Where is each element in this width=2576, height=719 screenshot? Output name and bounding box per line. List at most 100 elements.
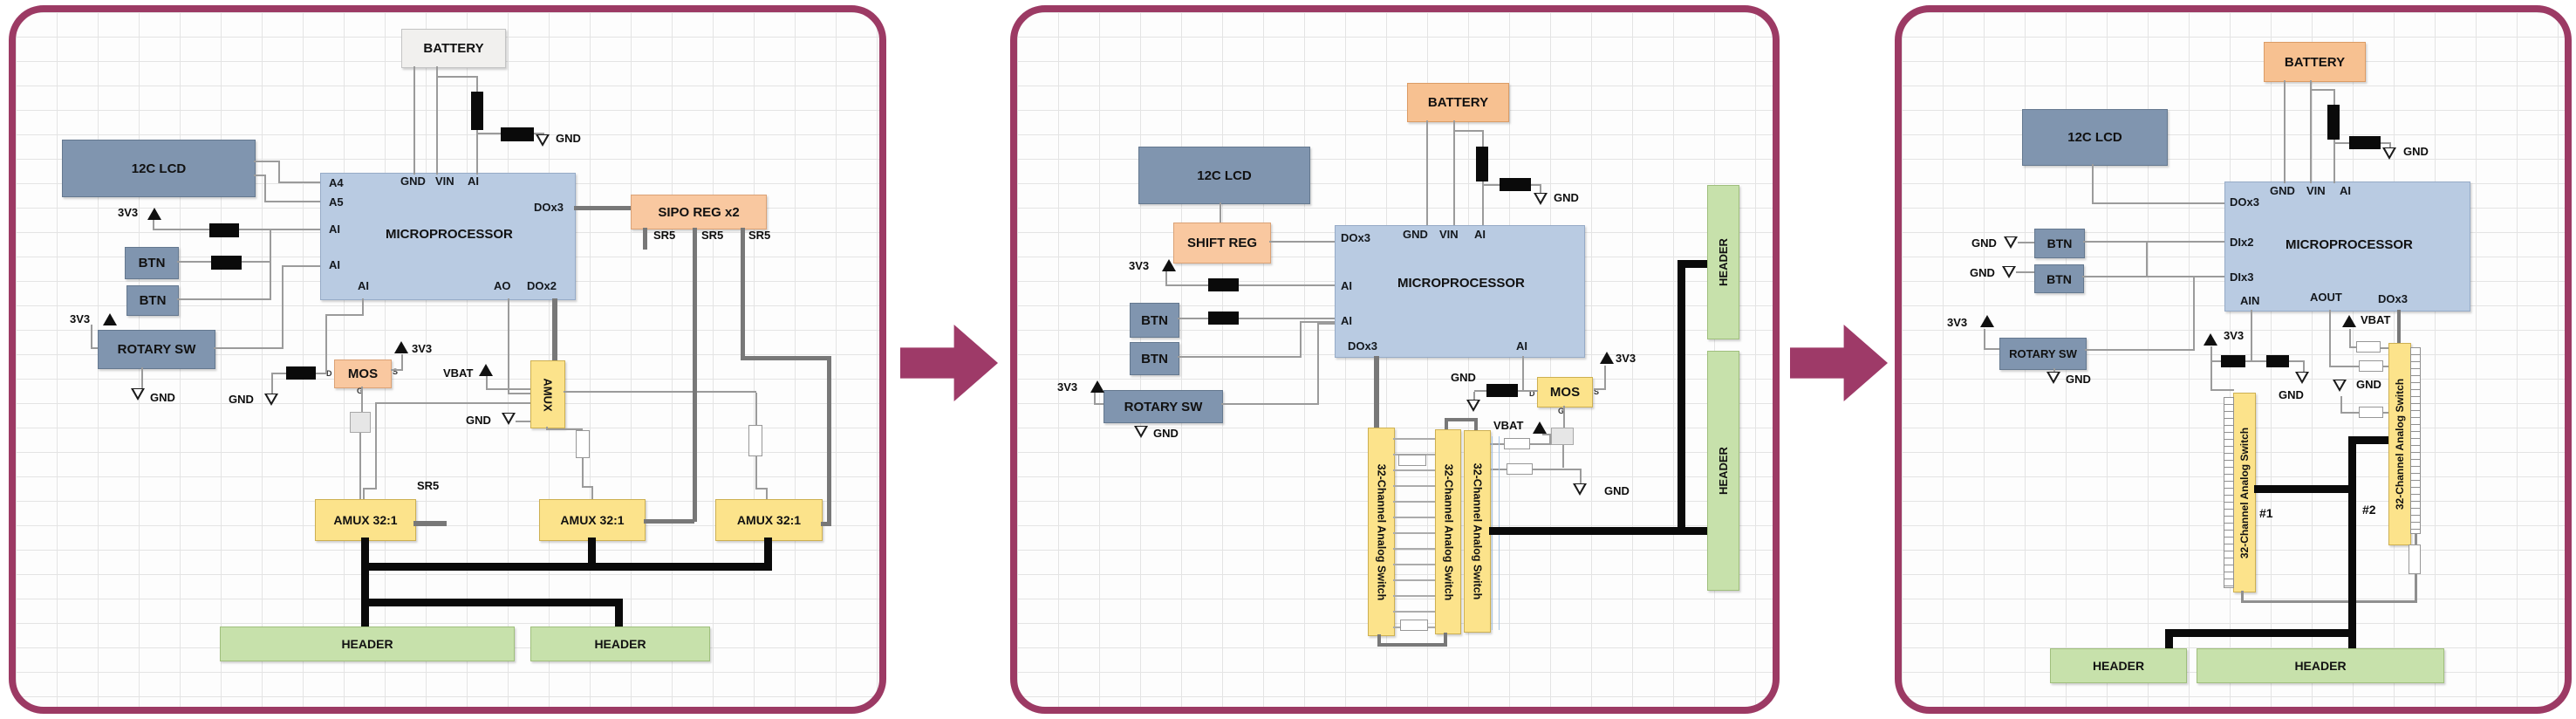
pin-dix3: DIx3: [2230, 270, 2254, 284]
wire: [1542, 434, 1551, 435]
mos-pin-s: S: [393, 367, 399, 376]
3v3-label: 3V3: [1057, 380, 1078, 394]
button-block: BTN: [125, 247, 179, 279]
pin-dox3: DOx3: [2230, 195, 2259, 209]
wire: [1165, 284, 1208, 286]
wire: [91, 325, 92, 349]
gnd-label: GND: [2356, 378, 2381, 391]
mosfet-block: MOS: [1537, 377, 1593, 407]
battery-block: BATTERY: [401, 29, 506, 68]
wire: [1540, 184, 1541, 195]
battery-block: BATTERY: [1407, 83, 1509, 122]
3v3-label: 3V3: [1616, 352, 1636, 365]
3v3-label: 3V3: [412, 342, 433, 355]
pin-a5: A5: [329, 195, 344, 209]
wire: [1300, 321, 1335, 323]
wire: [316, 373, 327, 374]
wire: [2210, 346, 2212, 362]
sr5-label: SR5: [748, 229, 771, 242]
wire: [1445, 420, 1448, 429]
resistor: [1507, 463, 1533, 475]
wire: [361, 387, 363, 412]
wire: [177, 261, 211, 263]
wire: [1490, 443, 1504, 445]
wire: [361, 538, 369, 627]
wire: [2310, 89, 2335, 91]
rotary-switch-block: ROTARY SW: [1999, 338, 2087, 370]
sr5-label: SR5: [653, 229, 676, 242]
gnd-label: GND: [2403, 145, 2429, 158]
wire: [1677, 260, 1707, 268]
wire: [552, 298, 557, 360]
wire: [401, 354, 403, 371]
power-triangle-icon: [103, 313, 117, 325]
switch-ladder-wires: [1393, 438, 1435, 630]
wire: [264, 201, 320, 202]
wire: [2415, 534, 2417, 544]
diagram-panel-1: [9, 5, 886, 714]
wire: [214, 347, 284, 349]
power-triangle-icon: [394, 341, 408, 353]
resistor: [501, 127, 534, 141]
wire: [1482, 130, 1484, 147]
analog-switch-block: 32-Channel Analog Switch: [1368, 428, 1395, 636]
resistor: [1504, 438, 1530, 449]
wire: [375, 402, 530, 404]
arrow-right-icon: [1790, 325, 1888, 401]
header-block: HEADER: [2197, 648, 2444, 683]
analog-switch-label: 32-Channel Analog Switch: [1442, 463, 1455, 600]
wire: [436, 76, 478, 78]
wire: [741, 228, 745, 360]
wire: [1531, 184, 1541, 186]
pin-ain: AIN: [2240, 294, 2260, 307]
wire: [1984, 348, 1999, 350]
wire: [827, 356, 831, 524]
pin-ai: AI: [468, 175, 479, 188]
gnd-label: GND: [1153, 427, 1179, 440]
mosfet-block: MOS: [334, 360, 392, 388]
wire: [278, 181, 320, 183]
resistor: [2349, 136, 2381, 149]
wire: [2289, 360, 2305, 362]
wire: [413, 66, 415, 175]
wire: [2092, 202, 2224, 204]
resistor: [350, 412, 371, 433]
gnd-label: GND: [229, 393, 254, 406]
pin-ai: AI: [2340, 184, 2351, 197]
pin-dox3: DOx3: [2378, 292, 2408, 305]
wire: [2016, 271, 2034, 273]
wire: [254, 175, 266, 176]
wire: [239, 229, 320, 230]
mos-pin-d: D: [1529, 389, 1535, 398]
wire: [1094, 403, 1104, 405]
gnd-label: GND: [466, 414, 491, 427]
wire: [2254, 485, 2348, 493]
wire: [2146, 241, 2148, 277]
wire: [1317, 323, 1319, 405]
microprocessor-label: MICROPROCESSOR: [1397, 276, 1525, 291]
wire: [1221, 403, 1319, 405]
wire: [325, 314, 364, 316]
wire: [588, 538, 596, 571]
power-triangle-icon: [2342, 315, 2356, 327]
wire: [363, 488, 365, 499]
wire: [1220, 202, 1221, 223]
wire: [413, 521, 447, 526]
arrow-right-icon: [900, 325, 998, 401]
wire: [1518, 390, 1538, 392]
pin-strip: [2410, 347, 2421, 534]
wire: [1530, 443, 1551, 445]
header-label: HEADER: [1717, 447, 1730, 495]
resistor: [211, 256, 242, 270]
header-block: HEADER: [1707, 351, 1739, 591]
wire: [2310, 80, 2312, 183]
wire: [264, 175, 266, 202]
pin-gnd: GND: [1403, 228, 1428, 241]
wire: [1482, 181, 1484, 225]
wire: [2340, 412, 2359, 414]
wire: [2349, 346, 2356, 348]
resistor: [2221, 355, 2245, 367]
wire: [516, 421, 530, 422]
resistor: [1398, 455, 1426, 466]
